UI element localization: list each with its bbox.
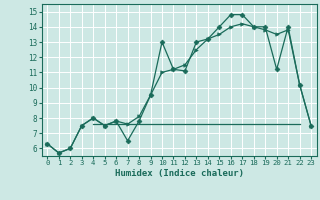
X-axis label: Humidex (Indice chaleur): Humidex (Indice chaleur) bbox=[115, 169, 244, 178]
